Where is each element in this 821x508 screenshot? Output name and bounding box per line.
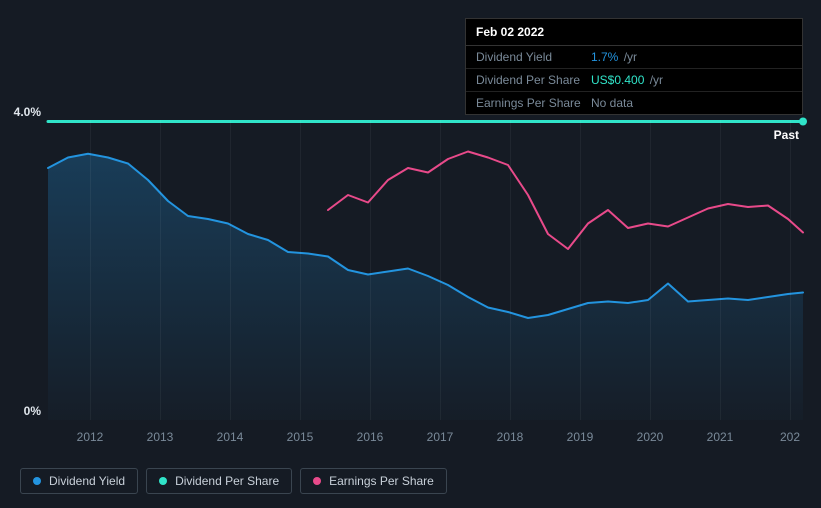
gridline	[510, 120, 511, 420]
tooltip-row: Earnings Per ShareNo data	[466, 92, 802, 114]
tooltip-row: Dividend Per ShareUS$0.400 /yr	[466, 69, 802, 92]
gridline	[580, 120, 581, 420]
gridline	[90, 120, 91, 420]
chart-legend: Dividend Yield Dividend Per Share Earnings…	[20, 468, 447, 494]
y-axis-bottom-label: 0%	[24, 404, 41, 418]
gridline	[370, 120, 371, 420]
chart-plot	[48, 120, 806, 420]
legend-dot-icon	[159, 477, 167, 485]
x-axis-year: 2013	[147, 430, 174, 444]
end-dot	[799, 118, 807, 126]
tooltip-row-label: Dividend Yield	[476, 50, 591, 64]
gridline	[230, 120, 231, 420]
tooltip-row-label: Earnings Per Share	[476, 96, 591, 110]
gridline	[650, 120, 651, 420]
chart-tooltip: Feb 02 2022 Dividend Yield1.7% /yrDivide…	[465, 18, 803, 115]
tooltip-row-value: No data	[591, 96, 633, 110]
tooltip-row-value: 1.7% /yr	[591, 50, 637, 64]
x-axis-year: 2012	[77, 430, 104, 444]
x-axis-year: 2016	[357, 430, 384, 444]
legend-item[interactable]: Dividend Yield	[20, 468, 138, 494]
x-axis-year: 202	[780, 430, 800, 444]
legend-item[interactable]: Earnings Per Share	[300, 468, 447, 494]
x-axis-year: 2018	[497, 430, 524, 444]
x-axis-year: 2019	[567, 430, 594, 444]
legend-dot-icon	[313, 477, 321, 485]
x-axis-year: 2020	[637, 430, 664, 444]
tooltip-date: Feb 02 2022	[466, 19, 802, 46]
tooltip-row: Dividend Yield1.7% /yr	[466, 46, 802, 69]
x-axis-year: 2021	[707, 430, 734, 444]
gridline	[790, 120, 791, 420]
legend-label: Dividend Yield	[49, 474, 125, 488]
x-axis-year: 2014	[217, 430, 244, 444]
series-line	[328, 152, 803, 250]
x-axis-year: 2015	[287, 430, 314, 444]
legend-item[interactable]: Dividend Per Share	[146, 468, 292, 494]
legend-label: Earnings Per Share	[329, 474, 434, 488]
gridline	[300, 120, 301, 420]
x-axis-year: 2017	[427, 430, 454, 444]
tooltip-row-label: Dividend Per Share	[476, 73, 591, 87]
legend-label: Dividend Per Share	[175, 474, 279, 488]
tooltip-row-value: US$0.400 /yr	[591, 73, 663, 87]
y-axis-top-label: 4.0%	[14, 105, 41, 119]
gridline	[440, 120, 441, 420]
legend-dot-icon	[33, 477, 41, 485]
gridline	[160, 120, 161, 420]
gridline	[720, 120, 721, 420]
